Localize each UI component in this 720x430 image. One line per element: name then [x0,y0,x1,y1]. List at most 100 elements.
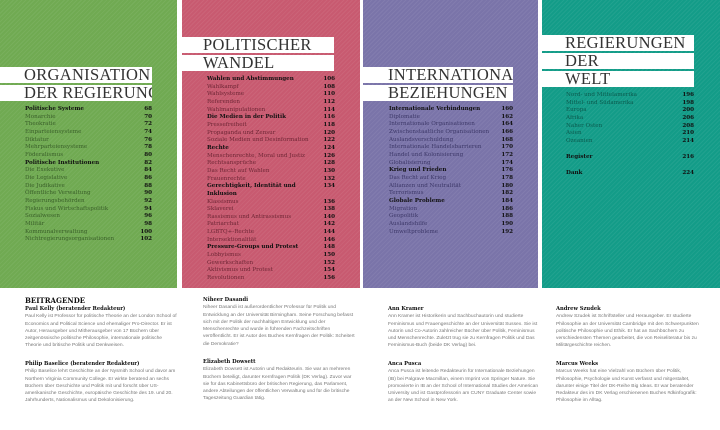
toc-entry[interactable]: Menschenrechte, Moral und Justiz 126 [207,153,335,161]
toc-entry[interactable]: Mehrparteiensysteme 78 [25,144,152,152]
toc-entry[interactable]: Föderalismus 80 [25,152,152,160]
toc-entry[interactable]: Revolutionen 156 [207,275,335,283]
toc-entry-label: Revolutionen [207,275,245,282]
toc-entry[interactable]: Klassismus 136 [207,199,335,207]
contributor-name: Andrew Szudek [556,306,601,312]
toc-entry[interactable]: Fiskus und Wirtschaftspolitik 94 [25,206,152,214]
toc-entry[interactable]: Referenden 112 [207,99,335,107]
toc-entry[interactable]: Kommunalverwaltung 100 [25,229,152,237]
toc-entry[interactable]: Internationale Handelsbarrieren 170 [389,144,513,152]
toc-entry-page: 174 [501,159,513,166]
toc-entry[interactable]: Afrika 206 [566,115,694,123]
toc-entry[interactable]: Naher Osten 208 [566,123,694,131]
toc-list: Politische Systeme 68 Monarchie 70 Theokrati… [25,106,152,244]
toc-entry-page: 156 [323,275,335,282]
toc-entry[interactable]: Asien 210 [566,130,694,138]
toc-entry-page: 172 [501,151,513,158]
toc-entry[interactable]: Monarchie 70 [25,114,152,122]
toc-entry[interactable]: Geopolitik 188 [389,213,513,221]
toc-entry-page: 94 [144,205,152,212]
toc-entry[interactable]: Diktatur 76 [25,137,152,145]
toc-entry[interactable]: Die Medien in der Politik 116 [207,114,335,122]
toc-entry-page: 162 [501,113,513,120]
toc-entry[interactable]: Aktivismus und Protest 154 [207,267,335,275]
toc-entry[interactable]: Lobbyismus 150 [207,252,335,260]
toc-entry[interactable]: Diplomatie 162 [389,114,513,122]
toc-entry[interactable]: Europa 200 [566,107,694,115]
toc-entry[interactable]: Wahlsysteme 110 [207,91,335,99]
toc-entry-label: Intersektionalität [207,236,257,243]
toc-entry[interactable]: Intersektionalität 146 [207,237,335,245]
contributor: Marcus Weeks Marcus Weeks hat eine Vielza… [556,361,708,412]
toc-entry[interactable]: Einparteiensysteme 74 [25,129,152,137]
toc-entry[interactable]: Wahlkampf 108 [207,84,335,92]
toc-entry[interactable]: Patriarchat 142 [207,221,335,229]
toc-entry[interactable]: Auslandshilfe 190 [389,221,513,229]
toc-entry[interactable]: Propaganda und Zensur 120 [207,130,335,138]
toc-entry[interactable]: Handel und Kolonisierung 172 [389,152,513,160]
toc-entry[interactable]: Sklaverei 138 [207,206,335,214]
toc-entry-page: 206 [682,114,694,121]
toc-entry[interactable]: Mittel- und Südamerika 198 [566,100,694,108]
toc-entry[interactable]: Regierungsbehörden 92 [25,198,152,206]
contributor-bio: Niheer Dasandi ist außerordentlicher Pro… [203,305,355,347]
toc-entry[interactable]: Rechtsansprüche 128 [207,160,335,168]
toc-entry[interactable]: Die Judikative 88 [25,183,152,191]
toc-entry[interactable]: Migration 186 [389,206,513,214]
toc-entry-page: 110 [323,91,335,98]
toc-entry-page: 74 [144,128,152,135]
toc-entry[interactable]: Rassismus und Antirassismus 140 [207,214,335,222]
toc-entry[interactable]: Internationale Organisationen 164 [389,121,513,129]
toc-entry[interactable]: Gerechtigkeit, Identität und Inklusion 13… [207,183,335,198]
toc-entry[interactable]: Nichtregierungsorganisationen 102 [25,236,152,244]
toc-entry[interactable]: Dank 224 [566,170,694,178]
toc-entry[interactable]: Gewerkschaften 152 [207,260,335,268]
toc-entry[interactable]: Auslandsverschuldung 168 [389,137,513,145]
toc-entry[interactable]: Globale Probleme 184 [389,198,513,206]
toc-entry[interactable]: Internationale Verbindungen 160 [389,106,513,114]
toc-entry-page: 128 [323,160,335,167]
toc-list: Internationale Verbindungen 160 Diplomatie… [389,106,513,236]
toc-entry[interactable]: Zwischenstaatliche Organisationen 166 [389,129,513,137]
toc-entry-label: Pressure-Groups und Protest [207,244,299,251]
toc-entry-label: LGBTQ+-Rechte [207,229,255,236]
toc-entry-label: Asien [566,130,582,137]
toc-entry-page: 76 [144,136,152,143]
toc-entry[interactable]: Sozialwesen 96 [25,213,152,221]
toc-entry[interactable]: Nord- und Mittelamerika 196 [566,92,694,100]
toc-entry[interactable]: Politische Institutionen 82 [25,160,152,168]
toc-entry[interactable]: Umweltprobleme 192 [389,229,513,237]
toc-entry-label: Mehrparteiensysteme [25,144,88,151]
toc-entry-label: Referenden [207,98,240,105]
toc-entry[interactable]: Die Exekutive 84 [25,167,152,175]
toc-entry[interactable]: Militär 98 [25,221,152,229]
toc-entry-label: Regierungsbehörden [25,197,85,204]
toc-entry[interactable]: Wahlmanipulationen 114 [207,107,335,115]
toc-entry[interactable]: Ozeanien 214 [566,138,694,146]
toc-entry-page: 166 [501,128,513,135]
toc-entry[interactable]: Terrorismus 182 [389,190,513,198]
toc-entry[interactable]: Öffentliche Verwaltung 90 [25,190,152,198]
toc-entry[interactable]: Die Legislative 86 [25,175,152,183]
contributor: Philip Baselice (beratender Redakteur) Ph… [25,361,177,412]
toc-entry[interactable]: Das Recht auf Wahlen 130 [207,168,335,176]
toc-entry[interactable]: Frauenrechte 132 [207,176,335,184]
toc-entry[interactable]: Politische Systeme 68 [25,106,152,114]
toc-entry[interactable]: Allianzen und Neutralität 180 [389,183,513,191]
toc-entry[interactable]: Register 216 [566,154,694,162]
toc-entry[interactable]: Pressure-Groups und Protest 148 [207,244,335,252]
toc-entry[interactable]: Krieg und Frieden 176 [389,167,513,175]
toc-entry-page: 126 [323,152,335,159]
toc-entry[interactable]: Pressefreiheit 118 [207,122,335,130]
toc-entry[interactable]: Theokratie 72 [25,121,152,129]
contributor-name: Paul Kelly (beratender Redakteur) [25,306,126,312]
toc-entry[interactable]: Wahlen und Abstimmungen 106 [207,76,335,84]
toc-entry-page: 80 [144,151,152,158]
toc-entry[interactable]: Globalisierung 174 [389,160,513,168]
toc-entry[interactable]: LGBTQ+-Rechte 144 [207,229,335,237]
toc-entry[interactable]: Das Recht auf Krieg 178 [389,175,513,183]
toc-entry[interactable]: Soziale Medien und Desinformation 122 [207,137,335,145]
toc-entry-label: Sklaverei [207,206,234,213]
contributor-name: Ann Kramer [388,306,424,312]
toc-entry[interactable]: Rechte 124 [207,145,335,153]
